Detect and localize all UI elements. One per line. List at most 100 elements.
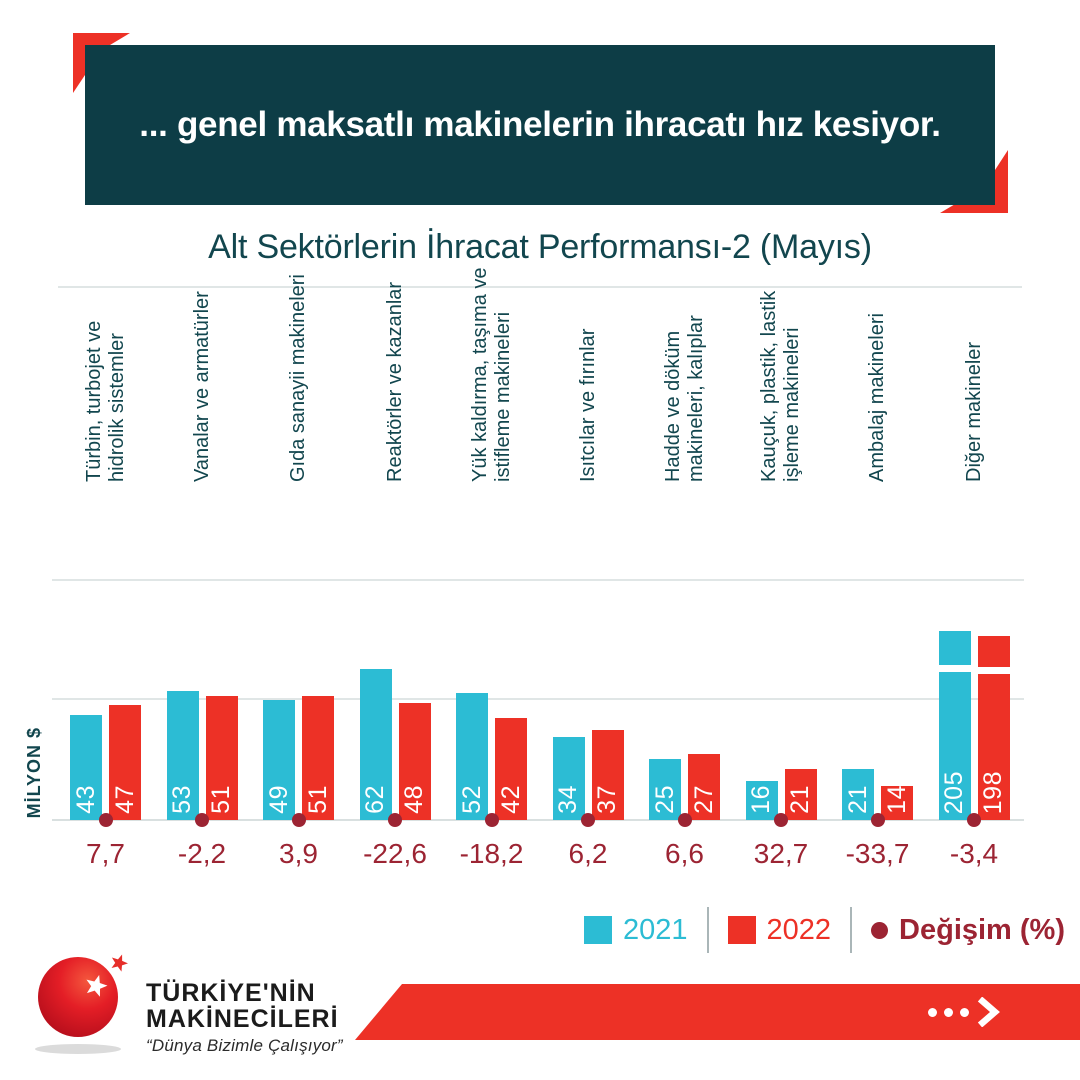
bar-value: 21 xyxy=(843,785,872,814)
title-divider xyxy=(58,286,1022,288)
header-banner: ... genel maksatlı makinelerin ihracatı … xyxy=(85,45,995,205)
bar-value-container: 42 xyxy=(495,785,527,814)
category-label: Gıda sanayii makineleri xyxy=(287,274,309,482)
bar-value-container: 51 xyxy=(206,785,238,814)
gridline-50 xyxy=(52,698,1024,700)
bar-value: 51 xyxy=(303,785,332,814)
brand-name-line2: MAKİNECİLERİ xyxy=(146,1005,339,1033)
bar-value: 48 xyxy=(400,785,428,814)
bar-value: 51 xyxy=(207,785,235,814)
category-label: Türbin, turbojet ve hidrolik sistemler xyxy=(82,320,128,482)
bar-value: 21 xyxy=(786,785,814,814)
change-value: -2,2 xyxy=(177,838,227,869)
legend-item-de-i-im-: Değişim (%) xyxy=(871,914,1065,947)
category-label: Isıtcılar ve fırınlar xyxy=(576,328,599,482)
bar-2022: 51 xyxy=(205,696,238,820)
bar-value-container: 16 xyxy=(746,785,778,814)
legend-square-icon xyxy=(727,916,756,944)
page-title: Alt Sektörlerin İhracat Performansı-2 (M… xyxy=(208,228,872,266)
change-dot xyxy=(195,813,209,827)
legend-label: 2021 xyxy=(623,913,688,946)
bar-value-container: 51 xyxy=(302,785,334,814)
legend-item-2021: 2021 xyxy=(584,914,688,947)
bar-2022: 198 xyxy=(977,636,1010,820)
bar-2021: 49 xyxy=(263,700,295,820)
bar-2021: 34 xyxy=(552,737,585,820)
change-value: 7,7 xyxy=(86,838,125,869)
axis-break-icon xyxy=(938,665,971,672)
change-value: 3,9 xyxy=(279,838,318,869)
change-value: -18,2 xyxy=(459,838,524,869)
bar-value: 205 xyxy=(940,770,968,814)
bar-2022: 27 xyxy=(688,754,720,820)
bar-value: 16 xyxy=(747,785,775,814)
brand-logo-icon xyxy=(35,954,128,1054)
category-label: Ambalaj makineleri xyxy=(866,313,888,482)
bar-2022: 42 xyxy=(495,718,527,820)
bar-2021: 53 xyxy=(166,691,199,820)
bar-value-container: 43 xyxy=(70,785,102,814)
brand-name-line1: TÜRKİYE'NİN xyxy=(146,979,316,1007)
bar-2021: 21 xyxy=(842,769,874,820)
bar-2021: 205 xyxy=(938,631,971,820)
bar-2022: 14 xyxy=(881,785,913,820)
category-label: Reaktörler ve kazanlar xyxy=(383,281,406,482)
bar-value-container: 21 xyxy=(842,785,874,814)
legend-dot-icon xyxy=(871,921,889,939)
bar-value: 14 xyxy=(882,785,911,814)
headline: ... genel maksatlı makinelerin ihracatı … xyxy=(139,105,941,144)
bar-value: 62 xyxy=(361,785,389,814)
bar-value: 47 xyxy=(110,785,139,814)
x-axis-baseline xyxy=(52,819,1024,821)
gridline-100 xyxy=(52,579,1024,581)
y-axis-label: MİLYON $ xyxy=(24,726,44,818)
legend-square-icon xyxy=(584,916,612,944)
dot-icon xyxy=(960,1007,969,1017)
legend-label: Değişim (%) xyxy=(899,913,1066,946)
bar-value-container: 49 xyxy=(263,785,295,814)
bar-value-container: 25 xyxy=(649,785,681,814)
category-label: Hadde ve döküm makineleri, kalıplar xyxy=(661,315,707,482)
dot-icon xyxy=(928,1007,937,1017)
change-dot xyxy=(484,813,499,827)
bar-2022: 37 xyxy=(591,730,624,820)
bar-value: 43 xyxy=(71,785,100,814)
bar-value-container: 205 xyxy=(939,771,971,814)
legend-item-2022: 2022 xyxy=(727,913,832,947)
category-label: Vanalar ve armatürler xyxy=(190,291,213,482)
bar-value-container: 62 xyxy=(360,785,392,814)
bar-value-container: 47 xyxy=(109,785,141,814)
bar-value: 53 xyxy=(168,785,196,814)
bar-value: 52 xyxy=(457,785,486,814)
category-label: Yük kaldırma, taşıma ve istifleme makine… xyxy=(468,267,514,482)
bar-value: 34 xyxy=(554,785,582,814)
change-dot xyxy=(677,813,692,827)
dot-icon xyxy=(944,1007,953,1017)
bar-value-container: 198 xyxy=(978,771,1010,814)
bar-value-container: 52 xyxy=(456,785,488,814)
next-button[interactable] xyxy=(928,997,1000,1027)
chart-legend: 2021 2022 Değişim (%) xyxy=(584,904,1065,956)
brand-slogan: “Dünya Bizimle Çalışıyor” xyxy=(146,1036,343,1055)
axis-break-icon xyxy=(977,667,1010,674)
legend-label: 2022 xyxy=(766,913,832,946)
bar-2022: 48 xyxy=(398,703,431,820)
change-dot xyxy=(291,813,306,827)
change-value: 6,2 xyxy=(568,838,608,869)
bar-value-container: 27 xyxy=(688,785,720,814)
bar-value: 49 xyxy=(264,785,293,814)
bar-2021: 43 xyxy=(70,715,102,820)
bar-value: 25 xyxy=(650,785,679,814)
bar-2021: 62 xyxy=(359,669,392,820)
category-label: Kauçuk, plastik, lastik işleme makineler… xyxy=(758,290,803,482)
change-value: -22,6 xyxy=(363,838,427,869)
footer-banner xyxy=(355,984,1080,1040)
bar-value-container: 21 xyxy=(785,785,817,814)
change-value: 6,6 xyxy=(665,838,704,869)
change-dot xyxy=(388,813,402,827)
bar-value: 198 xyxy=(979,770,1007,814)
legend-divider xyxy=(850,907,853,953)
bar-2021: 16 xyxy=(745,781,778,820)
bar-value: 42 xyxy=(496,785,525,814)
